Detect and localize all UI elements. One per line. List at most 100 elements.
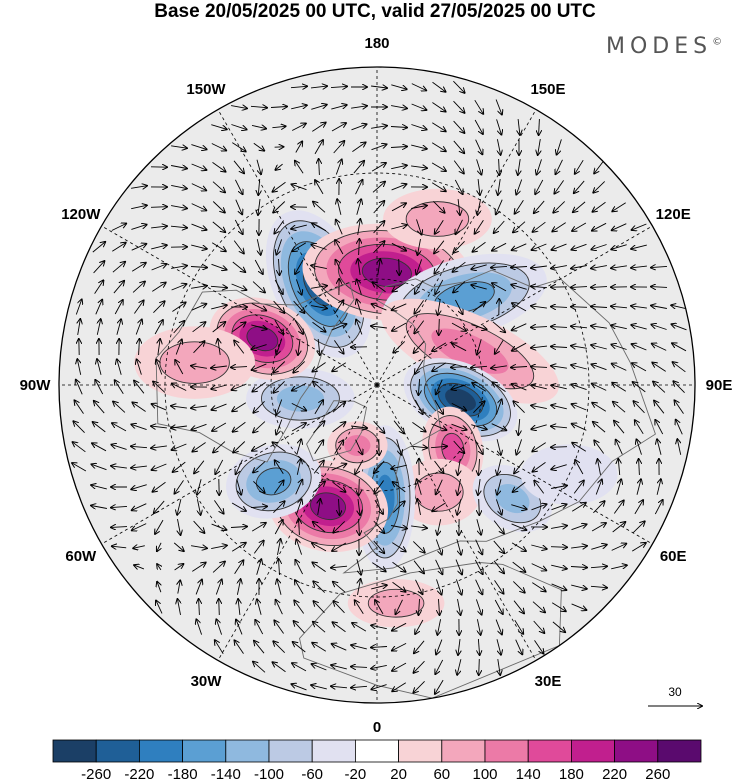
wind-vector [191, 244, 207, 249]
wind-vector [154, 320, 163, 335]
wind-vector [497, 479, 502, 494]
wind-vector [552, 222, 566, 232]
wind-vector [252, 363, 267, 370]
wind-vector [453, 140, 464, 153]
wind-vector [651, 306, 667, 309]
wind-vector [374, 480, 384, 494]
wind-vector [414, 320, 425, 334]
wind-vector [156, 360, 163, 375]
wind-vector [573, 481, 584, 494]
wind-vector [292, 663, 307, 672]
wind-vector [371, 326, 387, 328]
wind-vector [556, 159, 563, 174]
wind-vector [273, 361, 286, 373]
wind-vector [356, 559, 361, 574]
wind-vector [411, 124, 426, 130]
wind-vector [374, 499, 383, 514]
wind-vector [456, 539, 461, 554]
wind-vector [413, 680, 425, 692]
wind-vector [590, 586, 607, 587]
anomaly-contour [445, 388, 476, 412]
wind-vector [171, 166, 187, 169]
wind-vector [351, 106, 367, 108]
wind-vector [531, 266, 547, 268]
wind-vector [73, 421, 85, 434]
coastline [306, 400, 368, 462]
wind-vector [153, 382, 166, 393]
longitude-label: 60W [65, 548, 97, 565]
wind-vector [550, 547, 567, 548]
wind-vector [632, 521, 644, 533]
wind-vector [391, 106, 407, 109]
wind-vector [551, 565, 567, 569]
wind-vector [153, 481, 166, 491]
wind-vector [291, 423, 306, 432]
wind-vector [171, 406, 187, 408]
wind-vector [676, 420, 683, 435]
wind-vector [178, 519, 181, 535]
wind-vector [551, 385, 567, 389]
wind-vector [171, 266, 187, 269]
wind-vector [334, 601, 345, 614]
wind-vector [439, 598, 440, 615]
wind-vector [196, 619, 203, 635]
wind-vector [479, 658, 480, 675]
wind-vector [451, 367, 468, 368]
wind-vector [233, 421, 246, 431]
wind-vector [632, 344, 647, 351]
wind-vector [492, 242, 507, 250]
wind-vectors [72, 80, 687, 694]
wind-vector [356, 320, 363, 335]
wind-vector [497, 459, 502, 475]
wind-vector [192, 563, 205, 572]
wind-vector [554, 180, 564, 193]
wind-vector [137, 359, 142, 375]
wind-vector [677, 439, 680, 455]
wind-vector [531, 367, 548, 368]
wind-vector [295, 259, 304, 274]
wind-vector [373, 420, 385, 433]
colorbar-swatch [441, 739, 486, 763]
wind-vector [495, 339, 504, 354]
wind-vector [512, 243, 527, 250]
wind-vector [171, 426, 187, 428]
wind-vector [518, 159, 520, 175]
wind-vector [392, 282, 406, 292]
wind-vector [672, 324, 687, 331]
wind-vector [479, 458, 480, 475]
wind-vector [254, 641, 265, 654]
wind-vector [314, 400, 323, 415]
wind-vector [497, 139, 500, 155]
wind-vector [371, 647, 388, 648]
wind-vector [391, 203, 406, 212]
wind-vector [197, 479, 202, 494]
wind-vector [651, 325, 667, 330]
wind-vector [331, 464, 347, 471]
wind-vector [191, 366, 207, 369]
wind-vector [431, 162, 446, 171]
wind-vector [435, 539, 441, 555]
wind-vector [172, 384, 187, 391]
wind-vector [250, 506, 267, 507]
wind-vector [332, 362, 347, 371]
coastline [342, 269, 656, 574]
longitude-label: 120W [61, 206, 101, 223]
wind-vector [132, 503, 147, 511]
wind-vector [514, 460, 525, 474]
wind-vector [232, 142, 245, 152]
wind-vector [212, 221, 225, 232]
wind-vector [552, 243, 567, 250]
wind-vector [372, 182, 385, 193]
wind-vector [334, 340, 343, 353]
colorbar-label: 220 [602, 766, 627, 783]
wind-vector [594, 160, 605, 174]
wind-vector [458, 599, 461, 615]
longitude-label: 120E [656, 206, 691, 223]
wind-vector [498, 179, 500, 195]
wind-vector [493, 520, 504, 534]
wind-vector [335, 160, 341, 175]
wind-vector [172, 443, 187, 450]
wind-vector [392, 561, 406, 571]
wind-vector [333, 582, 346, 593]
wind-vector [571, 346, 587, 349]
